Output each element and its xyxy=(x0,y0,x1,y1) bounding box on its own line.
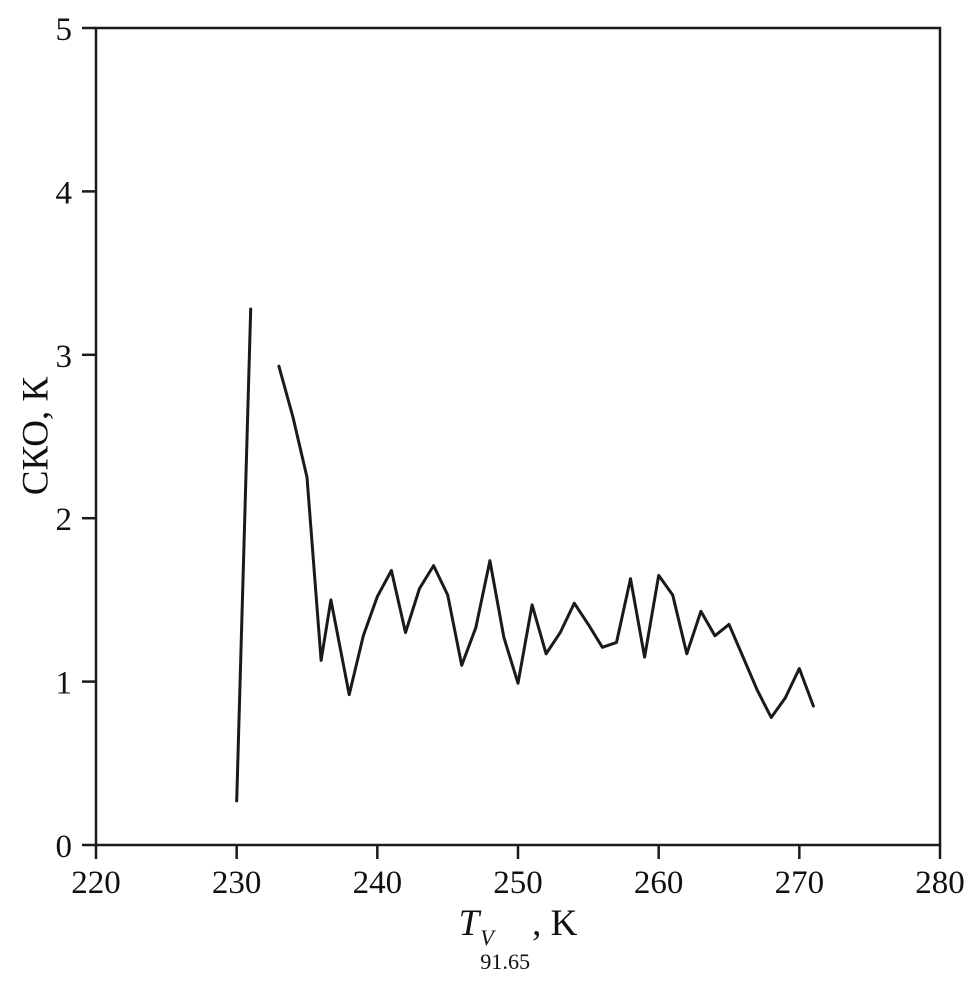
x-tick-label: 260 xyxy=(634,865,684,901)
x-tick-label: 230 xyxy=(212,865,262,901)
x-axis-label-superscript: V xyxy=(480,925,494,951)
y-tick-label: 0 xyxy=(56,829,73,865)
x-axis-label-variable: T xyxy=(458,903,480,945)
series-main-curve xyxy=(277,364,815,719)
x-tick-label: 220 xyxy=(71,865,121,901)
series-initial-spike xyxy=(235,307,253,803)
plot-frame xyxy=(94,26,942,847)
y-tick-label: 3 xyxy=(56,339,73,375)
y-tick-label: 4 xyxy=(56,175,73,211)
y-tick-label: 2 xyxy=(56,502,73,538)
y-tick-label: 5 xyxy=(56,12,73,48)
x-tick-label: 280 xyxy=(915,865,965,901)
x-tick-label: 250 xyxy=(493,865,543,901)
y-tick-label: 1 xyxy=(56,666,73,702)
x-axis-label-subscript: 91.65 xyxy=(480,948,531,974)
x-axis-label-scripts: V 91.65 xyxy=(480,926,530,974)
x-tick-label: 240 xyxy=(353,865,403,901)
x-axis-label: T V 91.65, K xyxy=(459,902,578,974)
x-axis-label-unit: , K xyxy=(532,903,578,945)
y-axis-label: СКО, К xyxy=(15,376,57,496)
x-tick-label: 270 xyxy=(775,865,825,901)
